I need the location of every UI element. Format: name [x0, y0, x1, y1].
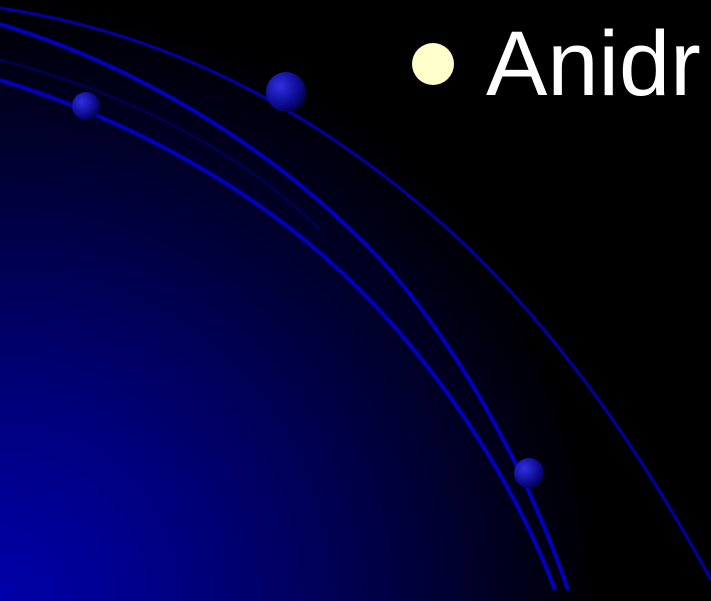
orbit-sphere-lower — [514, 458, 544, 488]
orbit-sphere-small — [72, 92, 100, 120]
bullet-dot-icon — [412, 43, 454, 85]
orbit-arc-middle — [0, 22, 570, 591]
orbit-arc-faint — [0, 59, 321, 231]
bullet-text: Anidr — [486, 13, 701, 115]
orbit-arc-outer — [0, 6, 711, 581]
orbit-sphere-large — [266, 72, 306, 112]
orbit-arc-inner — [0, 78, 557, 591]
bullet-point: Anidr — [412, 14, 701, 114]
